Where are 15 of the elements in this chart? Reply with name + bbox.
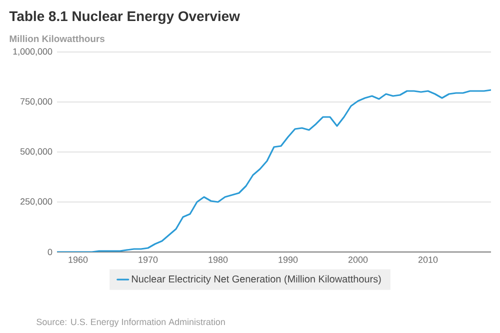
x-tick-label: 1960 [68,256,88,263]
x-tick-label: 2010 [418,256,438,263]
y-tick-label: 0 [48,248,52,256]
source-note: Source: U.S. Energy Information Administration [36,318,225,327]
legend-label: Nuclear Electricity Net Generation (Million Kilowatthours) [132,275,381,284]
x-tick-label: 1970 [138,256,158,263]
y-tick-label: 750,000 [20,98,52,106]
y-tick-label: 500,000 [20,148,52,156]
y-tick-label: 1,000,000 [13,48,52,56]
x-tick-label: 2000 [348,256,368,263]
chart-title: Table 8.1 Nuclear Energy Overview [9,10,240,24]
x-tick-label: 1990 [278,256,298,263]
x-tick-label: 1980 [208,256,228,263]
y-axis-title: Million Kilowatthours [10,35,105,42]
y-tick-label: 250,000 [20,198,52,206]
